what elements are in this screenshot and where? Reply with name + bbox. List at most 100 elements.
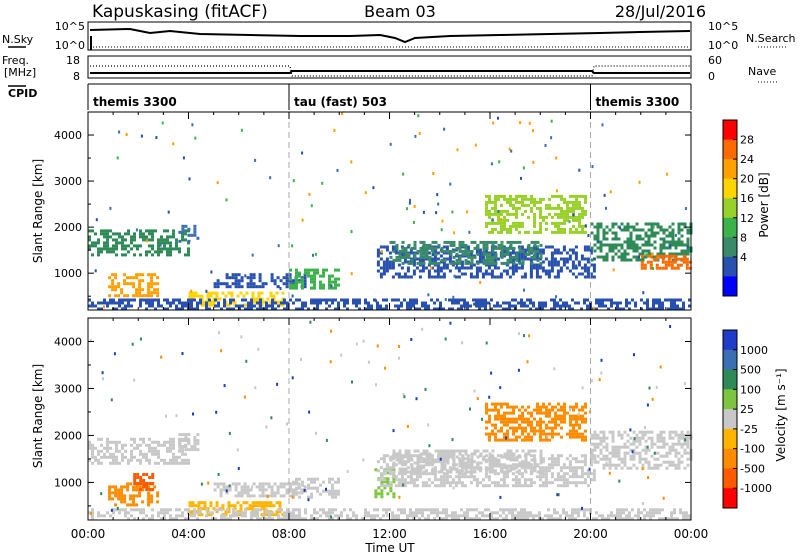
velocity-echo-cell xyxy=(427,508,430,512)
velocity-echo-cell xyxy=(560,414,563,418)
velocity-echo-cell xyxy=(163,443,166,447)
velocity-echo-cell xyxy=(400,508,403,512)
velocity-echo-cell xyxy=(665,454,669,458)
velocity-echo-cell xyxy=(154,449,157,453)
power-scatter-cell xyxy=(414,134,417,138)
power-echo-cell xyxy=(614,252,618,256)
power-echo-cell xyxy=(139,244,142,248)
power-echo-region xyxy=(108,273,160,298)
velocity-echo-cell xyxy=(617,448,621,452)
power-echo-cell xyxy=(237,285,241,289)
power-echo-cell xyxy=(106,235,109,239)
velocity-echo-cell xyxy=(458,461,462,465)
velocity-echo-cell xyxy=(569,417,572,421)
velocity-echo-cell xyxy=(539,408,542,412)
velocity-echo-cell xyxy=(557,402,560,406)
power-echo-cell xyxy=(481,254,485,258)
power-echo-cell xyxy=(208,307,211,311)
velocity-echo-cell xyxy=(476,461,480,465)
power-echo-cell xyxy=(487,263,491,267)
velocity-echo-cell xyxy=(583,508,586,512)
velocity-echo-cell xyxy=(542,420,545,424)
power-echo-cell xyxy=(644,255,648,259)
power-echo-cell xyxy=(91,301,94,305)
power-echo-cell xyxy=(298,280,301,284)
power-echo-cell xyxy=(178,298,181,302)
power-echo-cell xyxy=(157,244,160,248)
velocity-echo-cell xyxy=(270,488,274,492)
power-echo-cell xyxy=(239,291,243,295)
power-echo-cell xyxy=(626,246,630,250)
power-echo-cell xyxy=(626,243,630,247)
power-echo-cell xyxy=(583,266,587,270)
velocity-echo-cell xyxy=(449,449,453,453)
power-scatter-cell xyxy=(277,244,280,248)
power-echo-cell xyxy=(673,260,677,264)
power-echo-cell xyxy=(506,261,510,265)
velocity-echo-cell xyxy=(539,423,542,427)
power-echo-cell xyxy=(431,261,435,265)
velocity-echo-cell xyxy=(172,437,175,441)
velocity-echo-cell xyxy=(541,472,545,476)
power-echo-cell xyxy=(451,301,454,305)
power-echo-cell xyxy=(491,200,494,204)
power-echo-cell xyxy=(496,301,499,305)
velocity-echo-cell xyxy=(602,436,606,440)
power-echo-cell xyxy=(415,307,418,311)
power-echo-cell xyxy=(515,212,518,216)
velocity-echo-cell xyxy=(184,517,187,521)
velocity-echo-cell xyxy=(530,423,533,427)
velocity-echo-cell xyxy=(517,514,520,518)
velocity-echo-cell xyxy=(485,426,488,430)
velocity-echo-cell xyxy=(532,514,535,518)
velocity-echo-cell xyxy=(512,432,515,436)
velocity-echo-cell xyxy=(191,501,195,505)
velocity-echo-cell xyxy=(129,503,133,507)
velocity-echo-cell xyxy=(625,508,628,512)
power-echo-cell xyxy=(665,240,669,244)
velocity-echo-cell xyxy=(439,517,442,521)
velocity-echo-cell xyxy=(488,452,492,456)
power-echo-cell xyxy=(509,230,512,234)
velocity-echo-cell xyxy=(509,467,513,471)
velocity-echo-cell xyxy=(490,481,494,485)
power-scatter-cell xyxy=(251,253,254,257)
velocity-echo-cell xyxy=(545,405,548,409)
power-echo-cell xyxy=(382,272,386,276)
power-echo-cell xyxy=(638,246,642,250)
power-colorbar-swatch xyxy=(723,217,737,238)
velocity-echo-cell xyxy=(226,517,229,521)
power-echo-cell xyxy=(172,298,175,302)
velocity-echo-cell xyxy=(392,470,396,474)
power-echo-cell xyxy=(550,257,554,261)
velocity-scatter-cell xyxy=(659,365,662,369)
velocity-scatter-cell xyxy=(330,329,332,333)
velocity-echo-cell xyxy=(463,475,467,479)
velocity-echo-cell xyxy=(605,454,609,458)
power-echo-cell xyxy=(557,230,560,234)
power-echo-cell xyxy=(240,276,244,280)
power-echo-cell xyxy=(403,275,407,279)
power-echo-cell xyxy=(605,258,609,262)
velocity-echo-cell xyxy=(497,461,501,465)
velocity-echo-cell xyxy=(213,482,217,486)
velocity-echo-cell xyxy=(151,440,154,444)
velocity-echo-cell xyxy=(568,517,571,521)
velocity-echo-cell xyxy=(142,455,145,459)
power-echo-cell xyxy=(574,266,578,270)
velocity-echo-cell xyxy=(500,467,504,471)
power-echo-cell xyxy=(133,232,136,236)
velocity-echo-cell xyxy=(469,472,473,476)
velocity-echo-cell xyxy=(234,494,238,498)
power-echo-cell xyxy=(367,301,370,305)
velocity-echo-cell xyxy=(139,458,142,462)
power-scatter-cell xyxy=(451,210,454,214)
velocity-echo-cell xyxy=(109,455,112,459)
velocity-echo-cell xyxy=(303,485,307,489)
velocity-echo-cell xyxy=(488,435,491,439)
velocity-echo-cell xyxy=(491,423,494,427)
velocity-echo-cell xyxy=(574,511,577,515)
power-echo-cell xyxy=(227,303,231,307)
power-echo-cell xyxy=(673,298,676,302)
power-echo-cell xyxy=(643,263,647,267)
